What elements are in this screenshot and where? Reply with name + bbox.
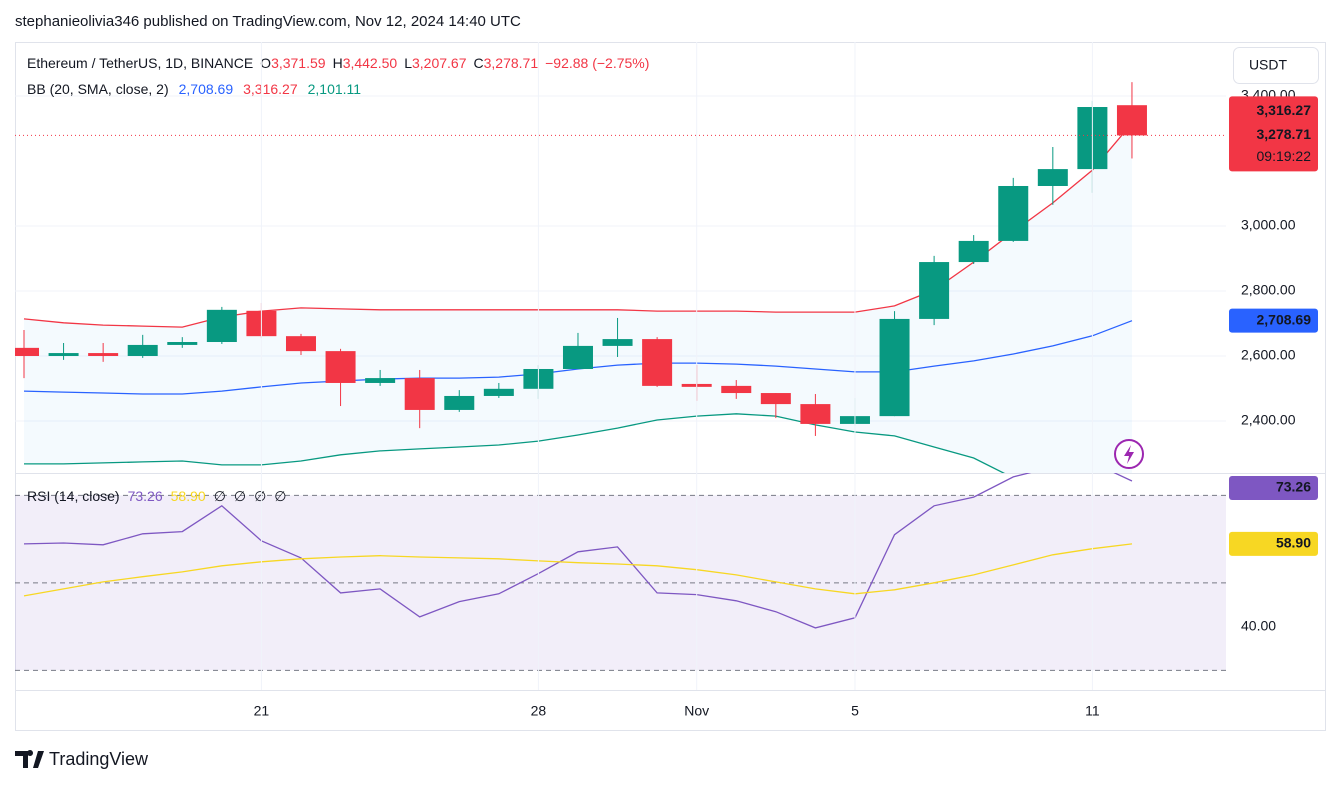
candle-body (958, 240, 989, 263)
candle-body (879, 318, 910, 417)
candle-body (444, 395, 475, 410)
brand-logo (15, 750, 44, 768)
overlays: 21 28 Nov 5 11 2,400.00 2,600.00 2,800.00 3,000.… (27, 55, 1318, 719)
candle-body (15, 347, 39, 356)
x-tick-label: Nov (684, 703, 709, 719)
legend-item: ∅ (254, 488, 266, 504)
price-pane (15, 82, 1226, 473)
legend: Ethereum / TetherUS, 1D, BINANCE O3,371.5… (27, 55, 649, 71)
candle-body (48, 353, 79, 356)
legend: RSI (14, close) 73.26 58.90 ∅ ∅ ∅ ∅ (27, 488, 287, 504)
price-label: 2,708.69 (1257, 311, 1312, 327)
legend-item: ∅ (274, 488, 286, 504)
candle-body (562, 345, 593, 369)
price-label-box (1229, 531, 1318, 556)
candle-body (998, 185, 1029, 241)
chart-frame (15, 42, 1326, 731)
bb-line (24, 413, 1005, 473)
candle-body (483, 388, 514, 396)
candle-body (800, 404, 831, 424)
price-label: 58.90 (1276, 535, 1311, 551)
candle-body (721, 385, 752, 394)
rsi-line (23, 473, 1133, 629)
candle-body (760, 393, 791, 405)
price-label: 3,278.71 (1257, 126, 1312, 142)
legend-item: BB (20, SMA, close, 2) (27, 81, 169, 97)
price-label: 3,316.27 (1257, 102, 1312, 118)
legend-item: 3,371.59 (271, 55, 326, 71)
candle-body (206, 309, 237, 343)
legend-item: 58.90 (171, 488, 206, 504)
y-tick-label: 40.00 (1241, 617, 1276, 633)
legend-item: −92.88 (−2.75%) (545, 55, 649, 71)
price-label-box (1229, 476, 1318, 500)
price-label-box (1229, 96, 1318, 172)
candle-body (325, 351, 356, 383)
countdown: 09:19:22 (1257, 148, 1312, 164)
legend-item: L (404, 55, 412, 71)
candle-body (285, 336, 316, 352)
candle-body (127, 344, 158, 356)
x-tick-label: 5 (851, 703, 859, 719)
candle-body (1116, 105, 1147, 136)
currency-box[interactable] (1233, 47, 1319, 84)
legend: BB (20, SMA, close, 2) 2,708.69 3,316.27 2,… (27, 81, 361, 97)
candle-body (88, 353, 119, 356)
y-tick-label: 2,800.00 (1241, 282, 1296, 298)
currency: USDT (1249, 57, 1288, 73)
brand: TradingView (49, 749, 149, 769)
legend-item: 73.26 (128, 488, 163, 504)
candle-body (642, 339, 673, 386)
legend-item: 3,207.67 (412, 55, 467, 71)
x-tick-label: 21 (254, 703, 270, 719)
rsi-line (23, 543, 1133, 597)
candle-body (365, 378, 396, 383)
legend-item: 3,316.27 (243, 81, 298, 97)
legend-item: 3,442.50 (343, 55, 398, 71)
legend-item: Ethereum / TetherUS, 1D, BINANCE (27, 55, 253, 71)
price-label-box (1229, 308, 1318, 333)
rsi-pane (15, 473, 1226, 671)
candle-body (404, 378, 435, 410)
x-tick-label: 11 (1085, 703, 1100, 719)
legend-item: 3,278.71 (484, 55, 539, 71)
legend-item: H (333, 55, 343, 71)
publisher: stephanieolivia346 published on TradingV… (15, 13, 521, 30)
price-label: 73.26 (1276, 479, 1311, 495)
legend-item: 2,101.11 (308, 81, 362, 97)
bb-line (23, 320, 1133, 395)
band-fill (24, 123, 1132, 473)
y-tick-label: 2,600.00 (1241, 347, 1296, 363)
legend-item: C (473, 55, 483, 71)
candle-body (602, 339, 633, 346)
alert-bolt (1124, 445, 1134, 464)
legend-item: O (260, 55, 271, 71)
legend-item: ∅ (234, 488, 246, 504)
y-tick-label: 3,000.00 (1241, 217, 1296, 233)
x-tick-label: 28 (531, 703, 547, 719)
legend-item: 2,708.69 (179, 81, 234, 97)
y-tick-label: 2,400.00 (1241, 412, 1296, 428)
legend-item: RSI (14, close) (27, 488, 120, 504)
legend-item: ∅ (214, 488, 226, 504)
candle-body (919, 262, 950, 319)
candle-body (167, 342, 198, 345)
candle-body (1037, 169, 1068, 186)
